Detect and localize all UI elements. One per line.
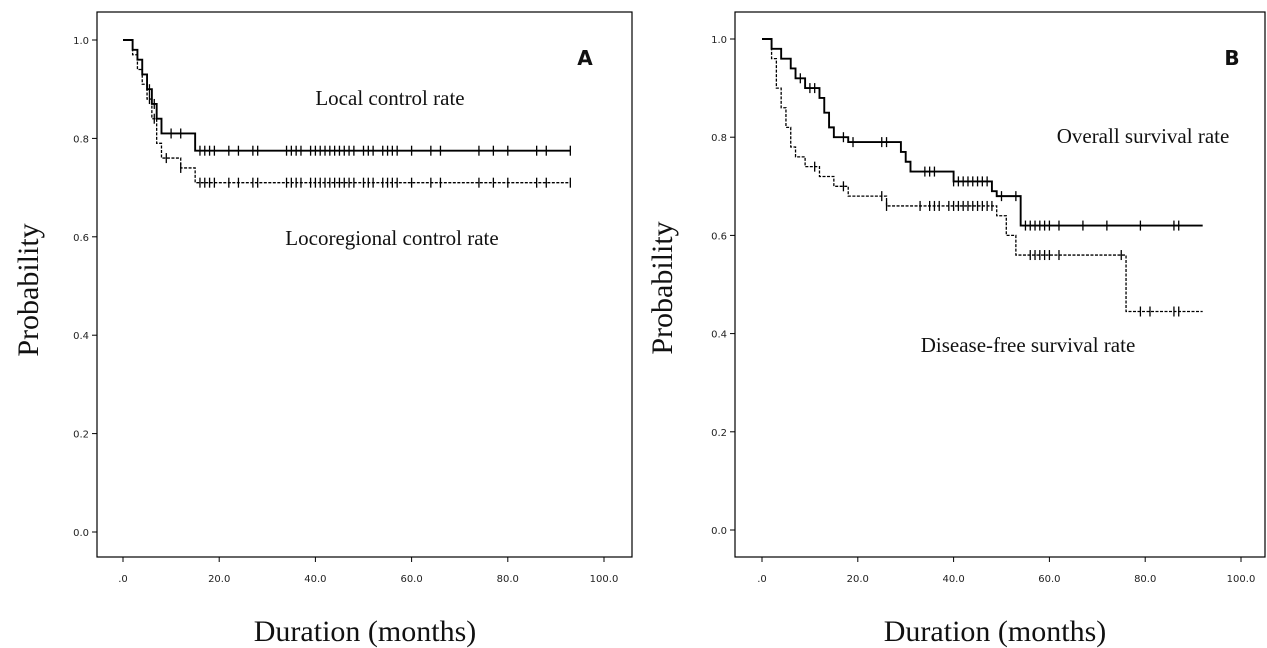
x-axis-a: .0 20.0 40.0 60.0 80.0 100.0 — [118, 557, 618, 585]
y-tick-label: 0.0 — [73, 528, 89, 539]
x-tick-label: 100.0 — [1227, 574, 1256, 585]
x-tick-label: 20.0 — [208, 574, 230, 585]
x-tick-label: .0 — [757, 574, 767, 585]
y-tick-label: 0.0 — [711, 526, 727, 537]
annotation-overall-survival: Overall survival rate — [1057, 124, 1230, 148]
series-line-b-1 — [762, 38, 1203, 227]
plot-frame-b — [734, 11, 1266, 558]
x-tick-label: 80.0 — [497, 574, 519, 585]
x-tick-label: 60.0 — [1038, 574, 1060, 585]
series-line-b-2 — [762, 38, 1203, 313]
x-tick-label: 40.0 — [942, 574, 964, 585]
y-tick-label: 0.2 — [711, 428, 727, 439]
panel-b: .0 20.0 40.0 60.0 80.0 100.0 0.0 0.2 0.4 0.6 0.8 1… — [646, 11, 1266, 648]
x-tick-label: 20.0 — [847, 574, 869, 585]
y-axis-a: 0.0 0.2 0.4 0.6 0.8 1.0 — [73, 36, 97, 539]
y-tick-label: 0.2 — [73, 430, 89, 441]
y-tick-label: 0.4 — [711, 330, 727, 341]
y-tick-label: 0.6 — [711, 231, 727, 242]
panel-label-b: B — [1224, 46, 1239, 70]
panel-a: .0 20.0 40.0 60.0 80.0 100.0 0.0 0.2 0.4 0.6 0.8 1… — [12, 11, 633, 648]
y-tick-label: 0.8 — [711, 133, 727, 144]
series-group-b — [762, 38, 1203, 317]
y-tick-label: 1.0 — [711, 35, 727, 46]
x-tick-label: 40.0 — [304, 574, 326, 585]
x-axis-title-a: Duration (months) — [254, 615, 476, 648]
panel-label-a: A — [577, 46, 593, 70]
y-axis-title-b: Probability — [646, 221, 679, 354]
y-tick-label: 0.6 — [73, 233, 89, 244]
annotation-disease-free-survival: Disease-free survival rate — [921, 333, 1136, 357]
annotation-locoregional-control: Locoregional control rate — [285, 226, 498, 250]
x-axis-title-b: Duration (months) — [884, 615, 1106, 648]
x-tick-label: 100.0 — [590, 574, 619, 585]
plot-frame-a — [96, 11, 633, 558]
x-axis-b: .0 20.0 40.0 60.0 80.0 100.0 — [757, 557, 1255, 585]
x-tick-label: 60.0 — [400, 574, 422, 585]
annotation-local-control: Local control rate — [315, 86, 464, 110]
series-line-a-2 — [123, 39, 571, 184]
y-tick-label: 0.4 — [73, 331, 89, 342]
x-tick-label: 80.0 — [1134, 574, 1156, 585]
y-axis-b: 0.0 0.2 0.4 0.6 0.8 1.0 — [711, 35, 735, 537]
y-tick-label: 1.0 — [73, 36, 89, 47]
y-axis-title-a: Probability — [12, 223, 45, 356]
x-tick-label: .0 — [118, 574, 128, 585]
y-tick-label: 0.8 — [73, 134, 89, 145]
series-group-a — [123, 39, 571, 188]
